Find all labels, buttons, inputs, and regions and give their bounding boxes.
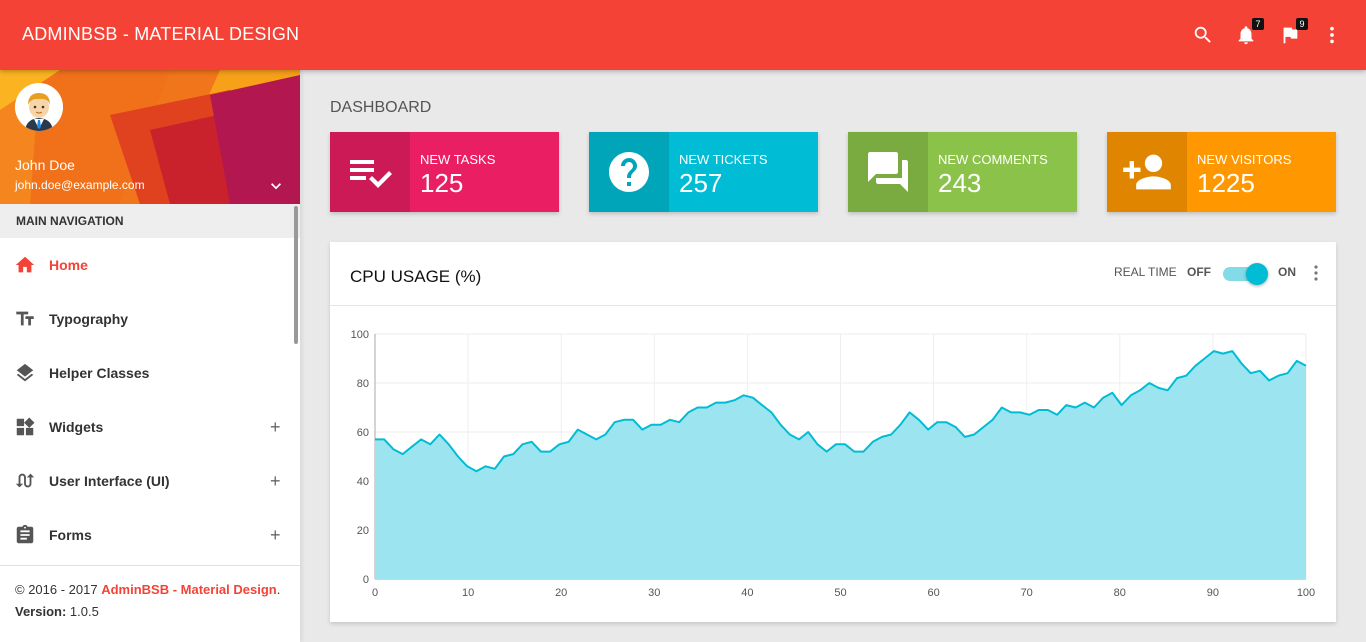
sidebar-item-typography[interactable]: Typography [0, 292, 296, 346]
x-tick-label: 80 [1114, 587, 1126, 599]
cpu-usage-card: CPU USAGE (%) REAL TIME OFF ON 0 20 40 60 80… [330, 242, 1336, 622]
sidebar-item-widgets[interactable]: Widgets + [0, 400, 296, 454]
assignment-icon [14, 524, 36, 546]
help-icon [589, 132, 669, 212]
sidebar-scrollbar[interactable] [294, 206, 298, 344]
more-vert-icon[interactable] [1312, 264, 1320, 282]
sidebar-item-label: Typography [49, 311, 129, 327]
x-tick-label: 0 [372, 587, 378, 599]
person-add-icon [1107, 132, 1187, 212]
chevron-down-icon[interactable] [266, 176, 286, 196]
copyright-brand-link[interactable]: AdminBSB - Material Design [101, 582, 277, 597]
flag-icon[interactable]: 9 [1277, 18, 1308, 48]
copyright-text: © 2016 - 2017 [15, 582, 102, 597]
sidebar-item-label: Home [49, 257, 88, 273]
sidebar-item-user-interface[interactable]: User Interface (UI) + [0, 454, 296, 508]
tasks-badge: 9 [1296, 18, 1308, 30]
expand-plus-icon[interactable]: + [270, 524, 281, 545]
x-tick-label: 10 [462, 587, 474, 599]
app-brand[interactable]: ADMINBSB - MATERIAL DESIGN [22, 24, 300, 44]
y-tick-label: 80 [357, 378, 369, 390]
x-tick-label: 90 [1207, 587, 1219, 599]
info-box-label: NEW TICKETS [679, 152, 768, 167]
sidebar-item-label: Helper Classes [49, 365, 150, 381]
info-box-number: 257 [679, 168, 723, 198]
card-header: CPU USAGE (%) REAL TIME OFF ON [330, 242, 1336, 306]
info-box-new-comments[interactable]: NEW COMMENTS 243 [848, 132, 1077, 212]
info-box-number: 1225 [1197, 168, 1255, 198]
info-box-number: 125 [420, 168, 464, 198]
more-vert-icon[interactable] [1319, 22, 1345, 48]
x-tick-label: 30 [648, 587, 660, 599]
x-tick-label: 100 [1297, 587, 1315, 599]
main-navigation-header: MAIN NAVIGATION [0, 204, 300, 238]
sidebar-item-helper-classes[interactable]: Helper Classes [0, 346, 296, 400]
page-title: DASHBOARD [330, 99, 432, 116]
realtime-off-label: OFF [1187, 265, 1211, 279]
realtime-on-label: ON [1278, 265, 1296, 279]
notifications-badge: 7 [1252, 18, 1264, 30]
expand-plus-icon[interactable]: + [270, 470, 281, 491]
y-tick-label: 0 [363, 574, 369, 586]
cpu-usage-chart: 0 20 40 60 80 100 0 10 20 30 40 50 60 70 80 90 100 [351, 329, 1316, 599]
sidebar-item-forms[interactable]: Forms + [0, 508, 296, 562]
x-tick-label: 60 [927, 587, 939, 599]
cpu-chart-container: 0 20 40 60 80 100 0 10 20 30 40 50 60 70 80 90 100 [330, 307, 1336, 622]
top-navbar: ADMINBSB - MATERIAL DESIGN 7 9 [0, 0, 1366, 70]
swap-calls-icon [14, 470, 36, 492]
notifications-bell-icon[interactable]: 7 [1233, 18, 1264, 48]
realtime-label: REAL TIME [1114, 265, 1177, 279]
toggle-knob [1246, 263, 1268, 285]
x-tick-label: 50 [834, 587, 846, 599]
info-box-label: NEW TASKS [420, 152, 496, 167]
playlist-add-check-icon [330, 132, 410, 212]
copyright-line: © 2016 - 2017 AdminBSB - Material Design… [15, 582, 300, 597]
version-line: Version: 1.0.5 [15, 604, 300, 619]
info-box-label: NEW COMMENTS [938, 152, 1048, 167]
sidebar-footer: © 2016 - 2017 AdminBSB - Material Design… [0, 565, 300, 642]
user-info-panel: John Doe john.doe@example.com [0, 70, 300, 204]
info-box-label: NEW VISITORS [1197, 152, 1292, 167]
sidebar-item-label: User Interface (UI) [49, 473, 170, 489]
sidebar-item-home[interactable]: Home [0, 238, 296, 292]
forum-icon [848, 132, 928, 212]
version-label: Version: [15, 604, 70, 619]
widgets-icon [14, 416, 36, 438]
card-title: CPU USAGE (%) [350, 267, 482, 286]
y-tick-label: 60 [357, 427, 369, 439]
realtime-toggle-switch[interactable] [1223, 263, 1268, 285]
left-sidebar: John Doe john.doe@example.com MAIN NAVIG… [0, 70, 300, 642]
home-icon [14, 254, 36, 276]
sidebar-item-label: Forms [49, 527, 92, 543]
cpu-area-fill [375, 351, 1306, 579]
y-tick-label: 20 [357, 525, 369, 537]
x-tick-label: 70 [1021, 587, 1033, 599]
info-box-new-visitors[interactable]: NEW VISITORS 1225 [1107, 132, 1336, 212]
expand-plus-icon[interactable]: + [270, 416, 281, 437]
y-tick-label: 100 [351, 329, 369, 341]
sidebar-item-label: Widgets [49, 419, 104, 435]
user-email: john.doe@example.com [15, 178, 145, 192]
avatar[interactable] [15, 83, 63, 131]
x-tick-label: 40 [741, 587, 753, 599]
text-fields-icon [14, 308, 36, 330]
info-box-number: 243 [938, 168, 982, 198]
version-value: 1.0.5 [69, 604, 99, 619]
user-name: John Doe [15, 157, 75, 173]
x-tick-label: 20 [555, 587, 567, 599]
info-box-new-tickets[interactable]: NEW TICKETS 257 [589, 132, 818, 212]
layers-icon [14, 362, 36, 384]
info-box-new-tasks[interactable]: NEW TASKS 125 [330, 132, 559, 212]
copyright-suffix: . [276, 582, 281, 597]
search-icon[interactable] [1190, 22, 1216, 48]
y-tick-label: 40 [357, 476, 369, 488]
cpu-series-line [375, 350, 1307, 473]
